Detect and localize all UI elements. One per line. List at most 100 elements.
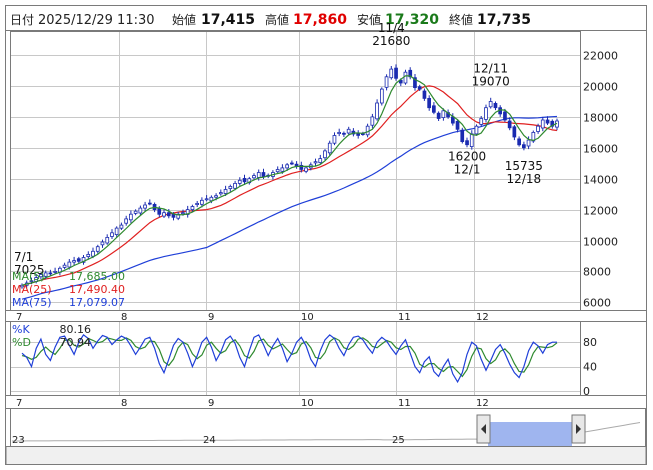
candle-body xyxy=(119,224,124,229)
month-label: 11 xyxy=(398,398,411,409)
candle-body xyxy=(517,138,522,146)
month-label: 7 xyxy=(16,398,22,409)
candle-body xyxy=(299,164,304,170)
candle-body xyxy=(398,79,403,84)
stochastic-panel: 80 40 0 %K 80.16 %D 70.94 xyxy=(10,321,597,398)
candle-body xyxy=(450,116,455,124)
header-open-label: 始値 xyxy=(172,12,196,27)
stoch-tick-label: 40 xyxy=(583,361,597,374)
header-open-value: 17,415 xyxy=(201,12,255,28)
stoch-d-line xyxy=(21,337,558,378)
y-tick-label: 22000 xyxy=(583,50,618,63)
month-label: 10 xyxy=(301,312,314,323)
candle-body xyxy=(285,164,290,169)
ma25-line xyxy=(21,85,558,286)
candle-body xyxy=(337,131,342,134)
annotation-value: 15735 xyxy=(505,159,543,173)
candle-body xyxy=(408,69,413,78)
navigator-scrollbar[interactable] xyxy=(5,446,647,465)
candle-body xyxy=(427,98,432,109)
header-datetime: 2025/12/29 11:30 xyxy=(38,13,155,28)
candle-body xyxy=(436,112,441,119)
candle-body xyxy=(280,167,285,172)
navigator-label: 24 xyxy=(203,435,216,446)
candle-body xyxy=(110,232,114,237)
ma-legend-label: MA(75) xyxy=(12,296,52,309)
candle-body xyxy=(233,182,237,189)
candle-body xyxy=(190,206,195,210)
ma-legend-value: 17,079.07 xyxy=(69,296,125,309)
y-tick-label: 12000 xyxy=(583,205,618,218)
candle-body xyxy=(484,107,488,120)
navigator-label: 25 xyxy=(392,435,405,446)
stoch-legend-value: 70.94 xyxy=(60,336,92,349)
candle-body xyxy=(431,105,436,113)
candle-body xyxy=(342,132,346,135)
candle-body xyxy=(512,126,517,138)
month-label: 7 xyxy=(16,312,22,323)
header-date-label: 日付 xyxy=(10,13,34,27)
candle-body xyxy=(166,212,171,217)
candle-body xyxy=(465,140,469,146)
candle-body xyxy=(493,103,498,109)
candle-body xyxy=(389,68,394,79)
candle-body xyxy=(181,212,185,215)
ma-legend-label: MA(5) xyxy=(12,270,45,283)
chevron-right-icon xyxy=(576,424,581,434)
candle-body xyxy=(76,258,81,262)
candle-body xyxy=(143,204,147,209)
ma-legend-label: MA(25) xyxy=(12,283,52,296)
ma5-line xyxy=(21,75,558,286)
stoch-legend-value: 80.16 xyxy=(60,323,92,336)
header-high-label: 高値 xyxy=(265,12,289,27)
annotation-value: 7025 xyxy=(14,263,45,277)
candle-body xyxy=(413,77,417,88)
header-high-value: 17,860 xyxy=(293,12,347,28)
candle-body xyxy=(275,169,280,173)
candle-body xyxy=(545,119,550,124)
candle-body xyxy=(256,172,261,178)
candle-body xyxy=(488,101,493,108)
header-close-value: 17,735 xyxy=(477,12,531,28)
candle-body xyxy=(114,227,119,236)
candle-body xyxy=(195,202,199,205)
candle-body xyxy=(133,210,138,214)
header-low-value: 17,320 xyxy=(385,12,439,28)
candle-body xyxy=(91,250,95,257)
candle-body xyxy=(460,129,465,142)
candle-body xyxy=(20,284,24,288)
candle-body xyxy=(540,119,545,129)
candle-body xyxy=(526,139,531,147)
stoch-k-line xyxy=(21,334,557,384)
candle-body xyxy=(332,135,337,144)
header-bar xyxy=(6,6,646,30)
candle-body xyxy=(441,110,446,119)
candle-body xyxy=(318,158,323,164)
navigator-label: 23 xyxy=(12,435,25,446)
candle-body xyxy=(53,270,58,273)
range-navigator[interactable]: 23 24 25 xyxy=(10,408,646,447)
month-label: 9 xyxy=(208,398,214,409)
candle-body xyxy=(204,198,209,201)
candle-body xyxy=(39,274,43,278)
y-tick-label: 6000 xyxy=(583,297,611,310)
candle-body xyxy=(522,144,526,149)
candle-body xyxy=(67,261,72,268)
candle-body xyxy=(313,161,318,164)
candle-body xyxy=(384,76,389,88)
month-label: 8 xyxy=(121,312,127,323)
chevron-left-icon xyxy=(481,424,486,434)
candle-body xyxy=(346,128,351,134)
header-close-label: 終値 xyxy=(449,12,473,27)
candle-body xyxy=(365,125,370,136)
candle-body xyxy=(228,185,233,189)
header-low-label: 安値 xyxy=(357,12,381,27)
y-tick-label: 18000 xyxy=(583,112,618,125)
candle-body xyxy=(455,120,460,130)
candle-body xyxy=(474,125,479,135)
candle-body xyxy=(138,207,143,214)
month-label: 9 xyxy=(208,312,214,323)
candle-body xyxy=(469,133,474,147)
candle-body xyxy=(100,241,105,246)
month-label: 8 xyxy=(121,398,127,409)
